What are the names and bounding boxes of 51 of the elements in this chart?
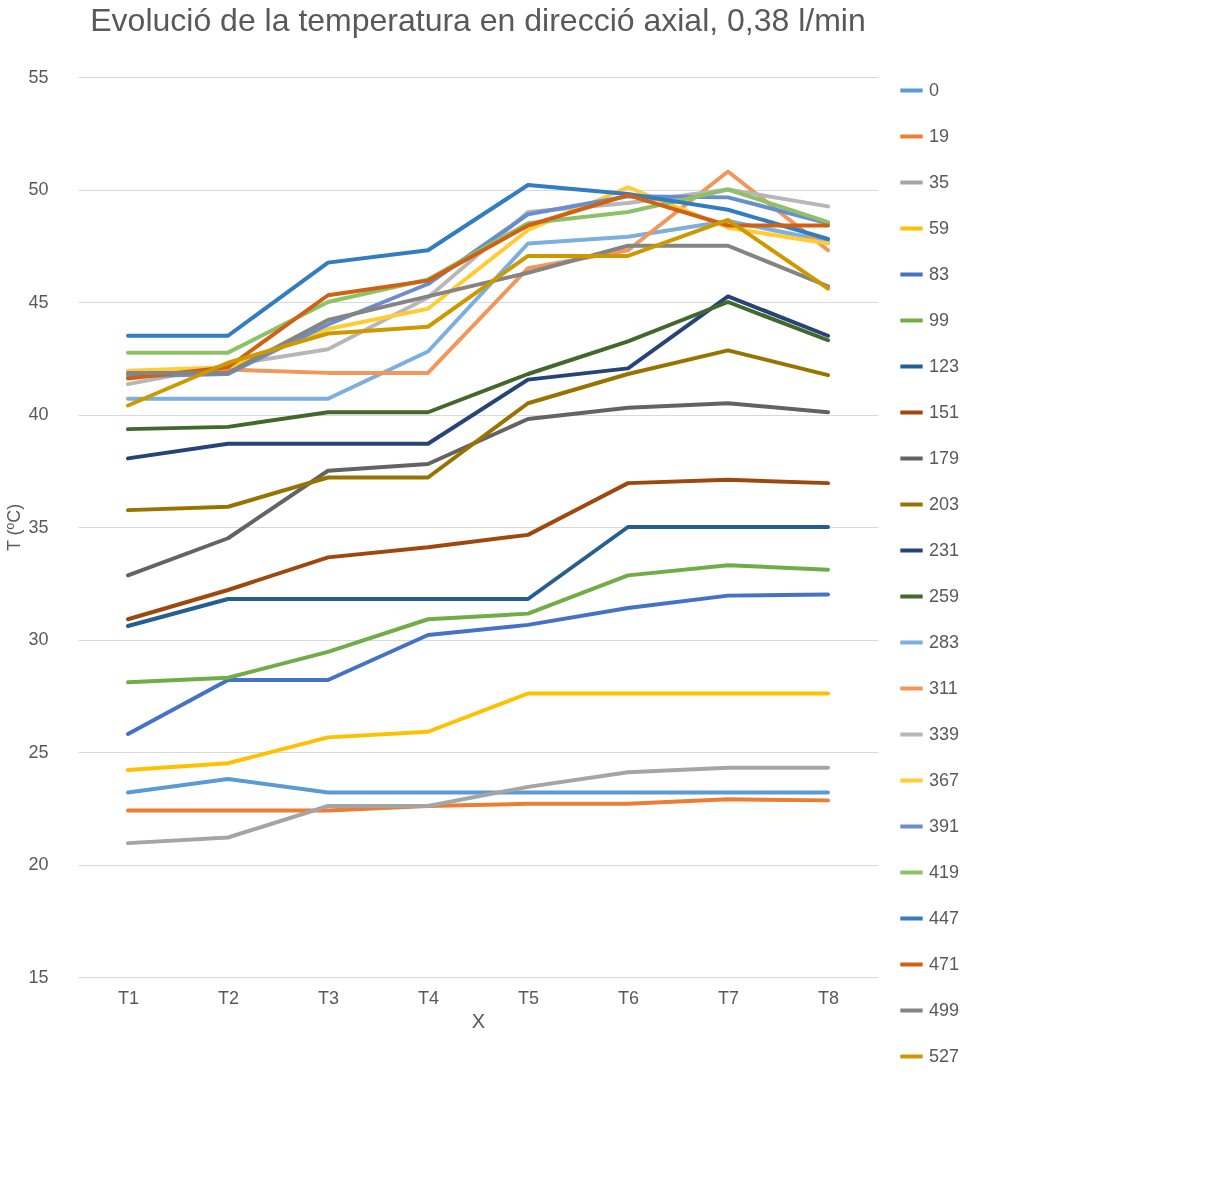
- x-tick-label: T3: [317, 987, 340, 1008]
- line-series: [126, 477, 830, 622]
- x-tick-label: T2: [217, 987, 240, 1008]
- legend-label: 311: [929, 677, 958, 698]
- legend-label: 203: [929, 493, 960, 514]
- x-tick-label: T8: [817, 987, 840, 1008]
- legend-label: 283: [929, 631, 960, 652]
- line-series: [126, 401, 830, 578]
- y-tick-label: 20: [28, 854, 49, 874]
- legend-label: 35: [929, 171, 950, 192]
- legend-label: 123: [929, 355, 960, 376]
- legend-label: 419: [929, 861, 960, 882]
- x-tick-label: T5: [517, 987, 540, 1008]
- y-axis-title: T (ºC): [4, 503, 25, 552]
- line-series: [126, 300, 830, 432]
- legend-label: 339: [929, 723, 960, 744]
- legend-label: 0: [929, 79, 940, 100]
- legend-label: 59: [929, 217, 950, 238]
- y-tick-label: 30: [28, 629, 49, 649]
- legend-label: 259: [929, 585, 960, 606]
- line-series: [126, 294, 830, 461]
- y-tick-label: 35: [28, 516, 49, 537]
- chart-title: Evolució de la temperatura en direcció axial, 0,38 l/min: [90, 2, 866, 38]
- line-series: [126, 348, 830, 513]
- y-tick-label: 15: [28, 966, 49, 987]
- line-series: [126, 765, 830, 846]
- y-tick-label: 25: [28, 741, 49, 762]
- y-tick-label: 50: [28, 179, 49, 199]
- x-tick-label: T1: [117, 987, 140, 1008]
- y-tick-label: 40: [28, 404, 49, 424]
- legend-label: 19: [929, 125, 950, 146]
- y-tick-label: 55: [28, 66, 49, 87]
- x-tick-label: T4: [417, 987, 440, 1008]
- line-series: [126, 563, 830, 685]
- legend-label: 83: [929, 263, 950, 284]
- legend-label: 471: [929, 953, 960, 974]
- x-axis-title: X: [471, 1009, 486, 1032]
- legend-label: 527: [929, 1045, 960, 1066]
- legend-label: 391: [929, 815, 960, 836]
- line-series: [126, 592, 830, 736]
- line-series: [126, 691, 830, 772]
- x-tick-label: T6: [617, 987, 640, 1008]
- legend-label: 499: [929, 999, 960, 1020]
- legend-label: 99: [929, 309, 950, 330]
- y-tick-label: 45: [28, 291, 49, 312]
- x-tick-label: T7: [717, 987, 740, 1008]
- legend-label: 151: [929, 401, 960, 422]
- legend-label: 179: [929, 447, 960, 468]
- legend-label: 447: [929, 907, 960, 928]
- legend-label: 367: [929, 769, 960, 790]
- legend-label: 231: [929, 539, 960, 560]
